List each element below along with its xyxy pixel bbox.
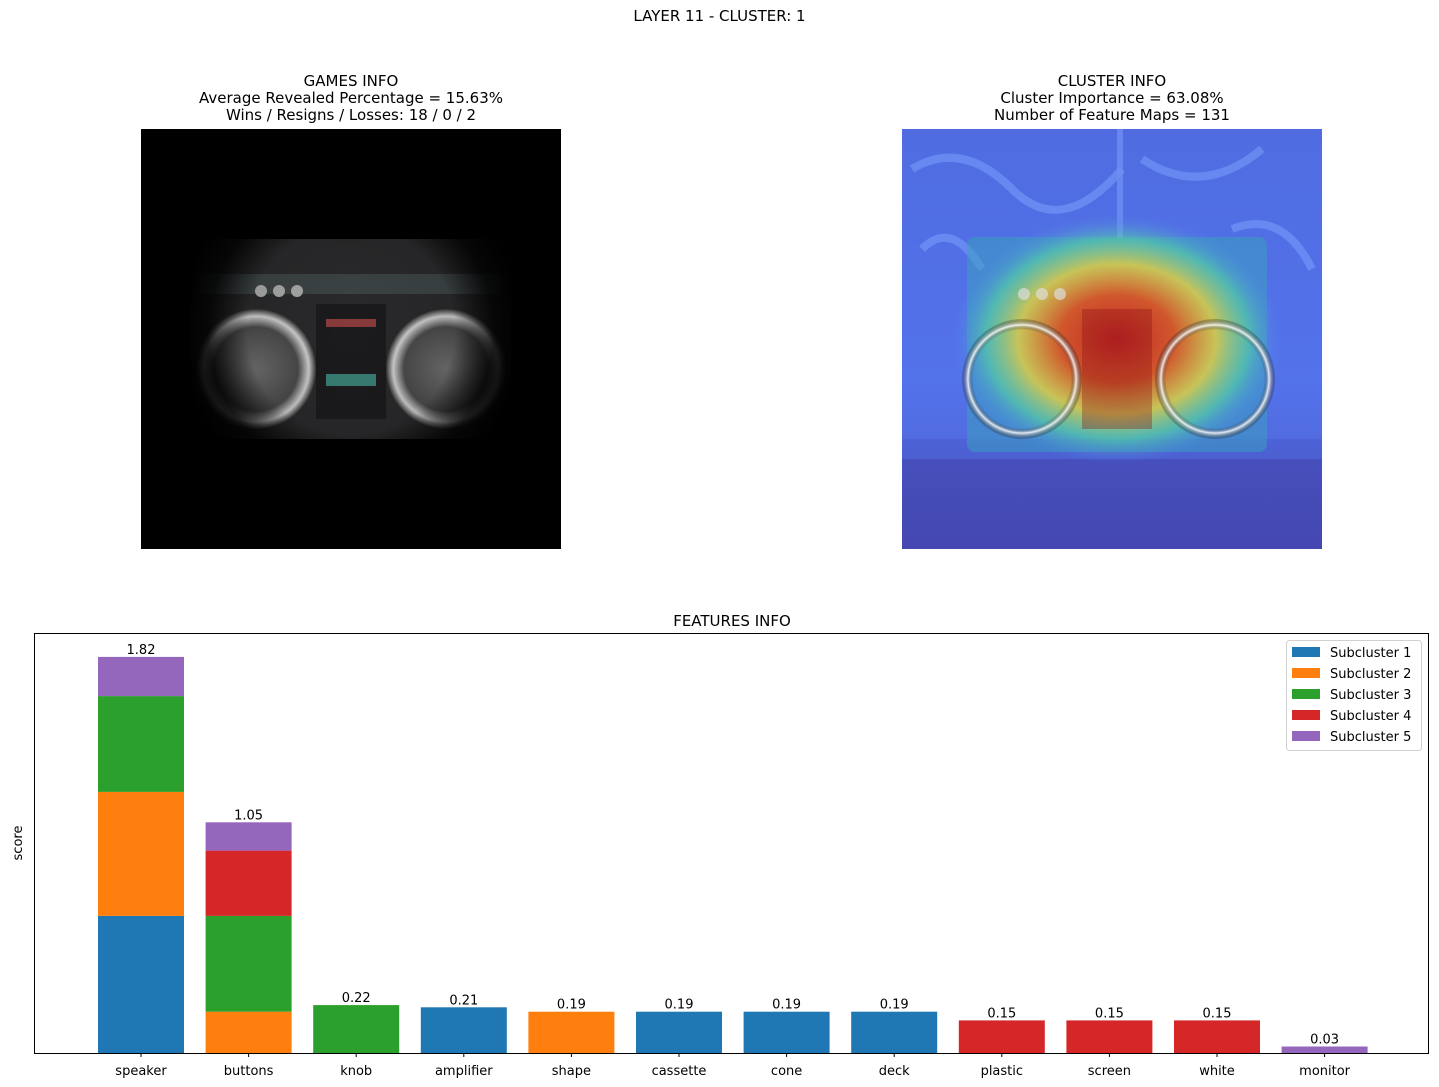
plot-frame <box>34 633 1429 1054</box>
legend-swatch-subcluster-5 <box>1292 731 1320 741</box>
legend-swatch-subcluster-4 <box>1292 710 1320 720</box>
x-tick-label-white: white <box>1199 1064 1235 1079</box>
cluster-info-title-line-3: Number of Feature Maps = 131 <box>994 106 1230 124</box>
total-label-monitor: 0.03 <box>1310 1033 1339 1048</box>
games-info-title-line-1: GAMES INFO <box>303 72 399 90</box>
legend-swatch-subcluster-1 <box>1292 647 1320 657</box>
bar-buttons-subcluster-2 <box>205 1011 292 1053</box>
x-tick-label-monitor: monitor <box>1299 1064 1351 1079</box>
legend-swatch-subcluster-2 <box>1292 668 1320 678</box>
bar-speaker-subcluster-3 <box>98 696 184 792</box>
bar-monitor-subcluster-5 <box>1281 1046 1368 1053</box>
bar-plastic-subcluster-4 <box>958 1020 1045 1053</box>
masked-boombox-image <box>141 129 561 549</box>
bar-shape-subcluster-2 <box>528 1011 615 1053</box>
bars-group <box>98 656 1368 1053</box>
x-tick-label-cone: cone <box>771 1064 802 1079</box>
total-label-cone: 0.19 <box>772 998 801 1013</box>
legend-label-subcluster-1: Subcluster 1 <box>1330 646 1411 661</box>
total-label-amplifier: 0.21 <box>449 993 478 1008</box>
games-info-title-line-3: Wins / Resigns / Losses: 18 / 0 / 2 <box>225 106 477 124</box>
figure-title: LAYER 11 - CLUSTER: 1 <box>633 7 806 25</box>
bar-amplifier-subcluster-1 <box>420 1007 507 1053</box>
cluster-info-title: CLUSTER INFO Cluster Importance = 63.08%… <box>902 73 1322 124</box>
heatmap-overlay-image <box>902 129 1322 549</box>
x-ticks-group: speaker buttons knob amplifier shape cassette… <box>115 1053 1351 1079</box>
total-label-deck: 0.19 <box>880 998 909 1013</box>
x-tick-label-cassette: cassette <box>652 1064 707 1079</box>
games-info-title: GAMES INFO Average Revealed Percentage =… <box>141 73 561 124</box>
total-label-cassette: 0.19 <box>665 998 694 1013</box>
legend-box <box>1286 640 1422 751</box>
bar-buttons-subcluster-3 <box>205 915 292 1012</box>
x-tick-label-amplifier: amplifier <box>435 1064 493 1079</box>
y-axis-label: score <box>11 826 26 861</box>
bar-deck-subcluster-1 <box>851 1011 938 1053</box>
bar-cassette-subcluster-1 <box>636 1011 722 1053</box>
legend-swatch-subcluster-3 <box>1292 689 1320 699</box>
cluster-info-title-line-2: Cluster Importance = 63.08% <box>1000 89 1224 107</box>
total-label-screen: 0.15 <box>1095 1006 1124 1021</box>
total-labels-group: 1.82 1.05 0.22 0.21 0.19 0.19 0.19 0.19 0.15 0.15… <box>127 643 1340 1048</box>
legend-label-subcluster-2: Subcluster 2 <box>1330 667 1411 682</box>
bar-screen-subcluster-4 <box>1066 1020 1153 1053</box>
games-info-title-line-2: Average Revealed Percentage = 15.63% <box>198 89 503 107</box>
bar-cone-subcluster-1 <box>743 1011 830 1053</box>
bar-buttons-subcluster-4 <box>205 850 292 916</box>
legend-label-subcluster-3: Subcluster 3 <box>1330 688 1411 703</box>
chart-title: FEATURES INFO <box>673 612 791 630</box>
x-tick-label-knob: knob <box>340 1064 372 1079</box>
legend-label-subcluster-4: Subcluster 4 <box>1330 709 1411 724</box>
total-label-white: 0.15 <box>1203 1006 1232 1021</box>
bar-white-subcluster-4 <box>1174 1020 1260 1053</box>
x-tick-label-shape: shape <box>552 1064 591 1079</box>
x-tick-label-plastic: plastic <box>981 1064 1023 1079</box>
x-tick-label-speaker: speaker <box>115 1064 167 1079</box>
total-label-buttons: 1.05 <box>234 808 263 823</box>
bar-buttons-subcluster-5 <box>205 822 292 851</box>
x-tick-label-deck: deck <box>879 1064 910 1079</box>
legend-label-subcluster-5: Subcluster 5 <box>1330 730 1411 745</box>
bar-speaker-subcluster-5 <box>98 656 184 697</box>
total-label-plastic: 0.15 <box>987 1006 1016 1021</box>
total-label-shape: 0.19 <box>557 998 586 1013</box>
bar-speaker-subcluster-1 <box>98 915 184 1053</box>
bar-speaker-subcluster-2 <box>98 791 184 916</box>
cluster-info-title-line-1: CLUSTER INFO <box>1057 72 1167 90</box>
legend: Subcluster 1 Subcluster 2 Subcluster 3 Subc… <box>1286 640 1422 751</box>
x-tick-label-buttons: buttons <box>224 1064 274 1079</box>
total-label-speaker: 1.82 <box>127 643 156 658</box>
total-label-knob: 0.22 <box>342 991 371 1006</box>
bar-knob-subcluster-3 <box>313 1005 400 1053</box>
x-tick-label-screen: screen <box>1088 1064 1131 1079</box>
boombox-heat-shape <box>952 214 1282 464</box>
